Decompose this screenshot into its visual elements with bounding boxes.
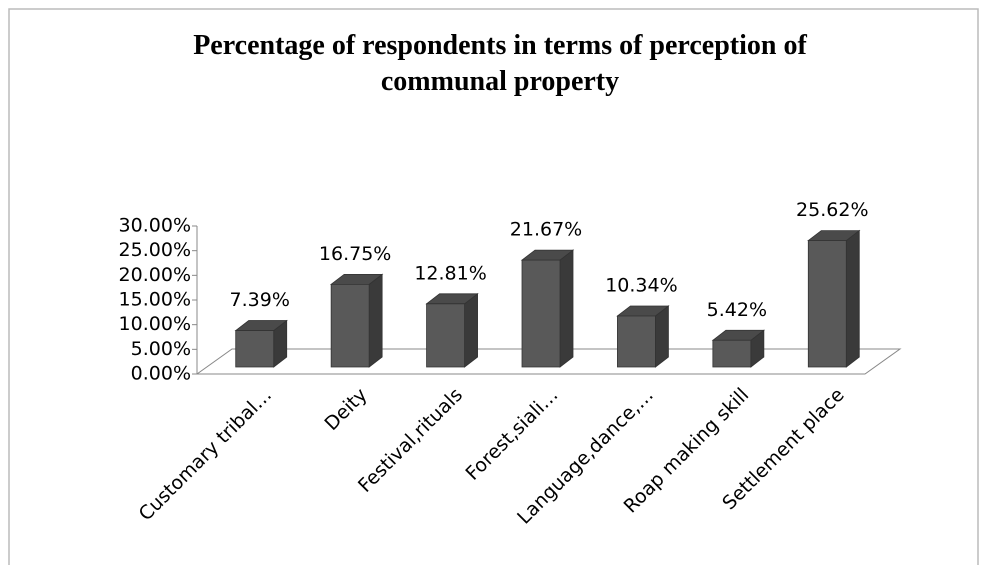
y-tick-label: 20.00% — [119, 264, 191, 286]
x-tick-label: Deity — [320, 384, 371, 435]
value-label: 5.42% — [707, 299, 767, 321]
bar-side — [464, 292, 478, 368]
bar — [616, 305, 670, 368]
bar — [711, 329, 766, 368]
bar — [234, 319, 288, 368]
bar — [520, 249, 575, 368]
value-label: 16.75% — [319, 243, 391, 265]
bar-front — [807, 240, 847, 368]
value-label: 21.67% — [510, 219, 582, 241]
value-label: 7.39% — [230, 289, 290, 311]
bar-front — [235, 330, 275, 368]
y-tick-label: 0.00% — [131, 363, 191, 385]
y-tick-label: 10.00% — [119, 313, 191, 335]
value-label: 25.62% — [796, 199, 868, 221]
bar — [425, 292, 479, 368]
bar-front — [617, 315, 656, 368]
bar-front — [330, 283, 370, 368]
y-tick-label: 25.00% — [119, 239, 191, 261]
bar-side — [655, 305, 669, 368]
bar-side — [845, 229, 860, 368]
y-tick-label: 5.00% — [131, 338, 191, 360]
bar-side — [559, 249, 574, 368]
y-tick-label: 30.00% — [119, 215, 191, 237]
y-tick-label: 15.00% — [119, 289, 191, 311]
value-label: 10.34% — [605, 274, 677, 296]
bar-front — [712, 339, 752, 368]
chart-title: Percentage of respondents in terms of pe… — [193, 30, 807, 97]
x-tick-label: Customary tribal… — [135, 384, 276, 525]
x-tick-label: Festival,rituals — [354, 384, 467, 497]
x-tick-label: Forest,siali… — [461, 384, 562, 485]
floor — [195, 348, 902, 375]
value-label: 12.81% — [414, 262, 486, 284]
bar-front — [426, 303, 465, 368]
chart-border — [8, 8, 979, 565]
bar-side — [368, 273, 383, 368]
bar — [329, 273, 384, 368]
bar — [807, 229, 861, 368]
bar-front — [521, 259, 561, 368]
